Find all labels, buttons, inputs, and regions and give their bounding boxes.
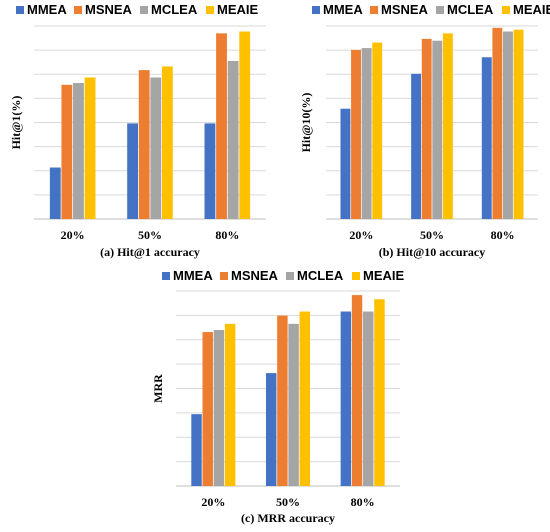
legend-swatch-meaie bbox=[206, 6, 214, 14]
bar-msnea-50pct bbox=[277, 315, 288, 486]
legend-label-msnea: MSNEA bbox=[231, 268, 279, 283]
legend-swatch-msnea bbox=[74, 6, 82, 14]
bar-mmea-50pct bbox=[127, 123, 139, 219]
chart-caption: (c) MRR accuracy bbox=[241, 511, 335, 525]
legend-swatch-msnea bbox=[220, 272, 228, 280]
bar-meaie-20pct bbox=[372, 42, 383, 219]
legend-swatch-mclea bbox=[286, 272, 294, 280]
bar-msnea-80pct bbox=[216, 33, 227, 219]
legend-label-meaie: MEAIE bbox=[217, 2, 259, 17]
legend: MMEA MSNEA MCLEA MEAIE bbox=[312, 2, 550, 17]
bar-mclea-50pct bbox=[432, 40, 443, 220]
bars bbox=[340, 27, 524, 220]
x-tick-label: 20% bbox=[201, 495, 225, 509]
legend-label-mmea: MMEA bbox=[27, 2, 67, 17]
x-tick-label: 80% bbox=[215, 228, 239, 242]
legend-label-mmea: MMEA bbox=[323, 2, 363, 17]
bar-mmea-50pct bbox=[265, 373, 277, 486]
x-tick-label: 50% bbox=[420, 228, 444, 242]
bar-meaie-50pct bbox=[161, 66, 173, 219]
bar-mmea-20pct bbox=[340, 108, 351, 219]
bar-meaie-50pct bbox=[442, 33, 453, 219]
legend-swatch-mmea bbox=[312, 6, 320, 14]
bar-mclea-50pct bbox=[150, 77, 162, 219]
bar-msnea-20pct bbox=[202, 332, 213, 486]
bar-mclea-50pct bbox=[288, 323, 299, 486]
bar-meaie-80pct bbox=[239, 31, 251, 220]
bar-mmea-80pct bbox=[204, 123, 216, 219]
bar-meaie-20pct bbox=[224, 323, 236, 486]
bars bbox=[191, 295, 385, 486]
bar-mclea-80pct bbox=[503, 31, 513, 220]
legend-label-msnea: MSNEA bbox=[381, 2, 429, 17]
legend-label-mclea: MCLEA bbox=[297, 268, 344, 283]
y-axis-label: MRR bbox=[151, 374, 165, 403]
legend-label-mmea: MMEA bbox=[173, 268, 213, 283]
bar-mclea-80pct bbox=[227, 60, 239, 219]
bar-mclea-20pct bbox=[213, 330, 225, 486]
bar-meaie-80pct bbox=[513, 29, 524, 219]
x-tick-label: 50% bbox=[138, 228, 162, 242]
legend-label-mclea: MCLEA bbox=[447, 2, 494, 17]
legend-swatch-meaie bbox=[352, 272, 360, 280]
bar-msnea-80pct bbox=[351, 295, 363, 486]
y-axis-label: Hit@10(%) bbox=[299, 93, 313, 153]
x-tick-label: 20% bbox=[349, 228, 373, 242]
gridlines bbox=[326, 25, 538, 196]
legend-swatch-mmea bbox=[162, 272, 170, 280]
chart-caption: (b) Hit@10 accuracy bbox=[379, 245, 485, 259]
legend-label-msnea: MSNEA bbox=[85, 2, 133, 17]
bar-mmea-20pct bbox=[191, 414, 202, 486]
bar-mmea-50pct bbox=[411, 73, 422, 220]
gridlines bbox=[176, 290, 400, 463]
legend-swatch-mmea bbox=[16, 6, 24, 14]
bar-msnea-50pct bbox=[421, 38, 432, 219]
x-tick-label: 80% bbox=[351, 495, 375, 509]
bar-mmea-20pct bbox=[49, 167, 61, 219]
bar-msnea-50pct bbox=[138, 70, 150, 219]
bar-mclea-20pct bbox=[73, 82, 84, 219]
x-tick-label: 50% bbox=[276, 495, 300, 509]
chart-2: MMEA MSNEA MCLEA MEAIE 20% 50% 80% Hit@10(%) (b)… bbox=[299, 2, 550, 259]
bar-mmea-80pct bbox=[481, 57, 492, 219]
legend-swatch-mclea bbox=[140, 6, 148, 14]
gridlines bbox=[34, 25, 266, 196]
bar-meaie-20pct bbox=[84, 77, 96, 219]
legend: MMEA MSNEA MCLEA MEAIE bbox=[16, 2, 259, 17]
y-axis-label: Hit@1(%) bbox=[9, 96, 23, 150]
bar-msnea-20pct bbox=[61, 84, 73, 219]
bar-mclea-20pct bbox=[361, 48, 372, 219]
bar-mclea-80pct bbox=[363, 311, 374, 486]
x-tick-label: 20% bbox=[61, 228, 85, 242]
bar-mmea-80pct bbox=[340, 311, 352, 486]
bar-meaie-50pct bbox=[299, 311, 311, 486]
bar-msnea-80pct bbox=[492, 27, 503, 220]
legend: MMEA MSNEA MCLEA MEAIE bbox=[162, 268, 405, 283]
legend-label-meaie: MEAIE bbox=[513, 2, 550, 17]
bar-meaie-80pct bbox=[374, 299, 385, 486]
x-tick-label: 80% bbox=[491, 228, 515, 242]
chart-3: MMEA MSNEA MCLEA MEAIE 20% 50% 80% MRR (c) MRR a… bbox=[151, 268, 405, 525]
bar-msnea-20pct bbox=[351, 49, 361, 220]
legend-label-mclea: MCLEA bbox=[151, 2, 198, 17]
chart-caption: (a) Hit@1 accuracy bbox=[100, 245, 200, 259]
legend-swatch-msnea bbox=[370, 6, 378, 14]
chart-1: MMEA MSNEA MCLEA MEAIE 20% 50% 80% Hit@1(%) (a) … bbox=[9, 2, 266, 259]
legend-label-meaie: MEAIE bbox=[363, 268, 405, 283]
legend-swatch-meaie bbox=[502, 6, 510, 14]
legend-swatch-mclea bbox=[436, 6, 444, 14]
bars bbox=[49, 31, 251, 220]
